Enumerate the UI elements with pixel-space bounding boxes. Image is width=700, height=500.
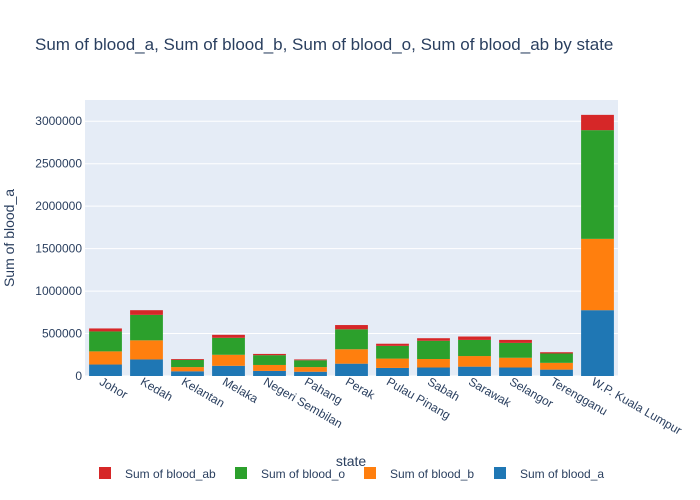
legend-swatch	[364, 467, 376, 479]
legend-label: Sum of blood_o	[261, 467, 345, 481]
legend-label: Sum of blood_b	[390, 467, 474, 481]
bar-sum-of-blood-o-negeri-sembilan[interactable]	[253, 355, 286, 365]
bar-sum-of-blood-o-sabah[interactable]	[417, 340, 450, 360]
legend-label: Sum of blood_a	[520, 467, 604, 481]
bar-sum-of-blood-ab-terengganu[interactable]	[540, 352, 573, 354]
bar-sum-of-blood-a-sarawak[interactable]	[458, 366, 491, 376]
bar-sum-of-blood-b-selangor[interactable]	[499, 357, 532, 368]
bar-sum-of-blood-b-negeri-sembilan[interactable]	[253, 364, 286, 371]
legend-item-sum-of-blood-o[interactable]: Sum of blood_o	[235, 467, 345, 481]
bar-sum-of-blood-ab-melaka[interactable]	[212, 334, 245, 338]
bar-sum-of-blood-b-sarawak[interactable]	[458, 356, 491, 367]
y-tick-label: 0	[75, 369, 82, 383]
bar-sum-of-blood-o-terengganu[interactable]	[540, 353, 573, 363]
bar-sum-of-blood-o-pahang[interactable]	[294, 360, 327, 368]
bar-sum-of-blood-o-selangor[interactable]	[499, 342, 532, 358]
bar-sum-of-blood-ab-johor[interactable]	[89, 328, 122, 332]
y-tick-label: 1500000	[35, 242, 82, 256]
bar-sum-of-blood-a-kedah[interactable]	[130, 359, 163, 376]
chart-title: Sum of blood_a, Sum of blood_b, Sum of b…	[35, 35, 613, 54]
bars	[89, 114, 614, 376]
bar-sum-of-blood-a-johor[interactable]	[89, 364, 122, 376]
legend-item-sum-of-blood-b[interactable]: Sum of blood_b	[364, 467, 474, 481]
bar-sum-of-blood-b-w-p-kuala-lumpur[interactable]	[581, 238, 614, 311]
x-tick-label: Johor	[97, 374, 130, 401]
x-tick-label: Sarawak	[466, 374, 514, 410]
bar-sum-of-blood-o-pulau-pinang[interactable]	[376, 345, 409, 359]
bar-sum-of-blood-b-kedah[interactable]	[130, 340, 163, 360]
bar-sum-of-blood-b-melaka[interactable]	[212, 354, 245, 366]
x-tick-label: Selangor	[507, 374, 556, 410]
bar-sum-of-blood-o-johor[interactable]	[89, 331, 122, 352]
legend-item-sum-of-blood-a[interactable]: Sum of blood_a	[494, 467, 604, 481]
bar-sum-of-blood-a-pulau-pinang[interactable]	[376, 367, 409, 376]
bar-sum-of-blood-b-sabah[interactable]	[417, 359, 450, 368]
bar-sum-of-blood-a-pahang[interactable]	[294, 371, 327, 376]
legend-swatch	[235, 467, 247, 479]
bar-sum-of-blood-a-terengganu[interactable]	[540, 369, 573, 376]
legend-swatch	[99, 467, 111, 479]
bar-sum-of-blood-a-selangor[interactable]	[499, 367, 532, 376]
bar-sum-of-blood-o-kelantan[interactable]	[171, 359, 204, 368]
bar-sum-of-blood-o-melaka[interactable]	[212, 337, 245, 355]
bar-sum-of-blood-o-w-p-kuala-lumpur[interactable]	[581, 130, 614, 239]
bar-sum-of-blood-b-perak[interactable]	[335, 349, 368, 364]
y-axis-label: Sum of blood_a	[1, 189, 17, 287]
bar-sum-of-blood-a-w-p-kuala-lumpur[interactable]	[581, 310, 614, 376]
legend-swatch	[494, 467, 506, 479]
x-tick-label: Perak	[343, 374, 378, 402]
legend-item-sum-of-blood-ab[interactable]: Sum of blood_ab	[99, 467, 216, 481]
x-tick-label: Melaka	[220, 374, 261, 406]
bar-sum-of-blood-b-johor[interactable]	[89, 351, 122, 365]
bar-sum-of-blood-ab-kelantan[interactable]	[171, 359, 204, 360]
bar-sum-of-blood-a-melaka[interactable]	[212, 365, 245, 376]
bar-sum-of-blood-a-perak[interactable]	[335, 363, 368, 376]
bar-sum-of-blood-a-negeri-sembilan[interactable]	[253, 370, 286, 376]
y-tick-label: 500000	[42, 327, 82, 341]
x-tick-label: Kedah	[138, 374, 175, 403]
x-axis-label: state	[336, 453, 367, 469]
y-tick-label: 2000000	[35, 199, 82, 213]
bar-sum-of-blood-b-kelantan[interactable]	[171, 367, 204, 372]
bar-sum-of-blood-b-terengganu[interactable]	[540, 362, 573, 370]
bar-sum-of-blood-b-pahang[interactable]	[294, 367, 327, 372]
bar-sum-of-blood-a-kelantan[interactable]	[171, 371, 204, 376]
bar-sum-of-blood-o-perak[interactable]	[335, 329, 368, 350]
bar-sum-of-blood-ab-selangor[interactable]	[499, 339, 532, 343]
bar-sum-of-blood-ab-kedah[interactable]	[130, 310, 163, 315]
y-tick-label: 1000000	[35, 284, 82, 298]
bar-sum-of-blood-b-pulau-pinang[interactable]	[376, 358, 409, 368]
y-tick-labels: 0 500000 1000000 1500000 2000000 2500000 30000…	[35, 114, 82, 383]
legend-label: Sum of blood_ab	[125, 467, 216, 481]
x-tick-label: Kelantan	[179, 374, 227, 410]
y-tick-label: 3000000	[35, 114, 82, 128]
y-tick-label: 2500000	[35, 157, 82, 171]
bar-sum-of-blood-o-sarawak[interactable]	[458, 339, 491, 357]
bar-sum-of-blood-ab-w-p-kuala-lumpur[interactable]	[581, 114, 614, 131]
bar-sum-of-blood-ab-sabah[interactable]	[417, 338, 450, 341]
bar-sum-of-blood-a-sabah[interactable]	[417, 367, 450, 376]
bar-sum-of-blood-ab-negeri-sembilan[interactable]	[253, 353, 286, 356]
bar-sum-of-blood-ab-perak[interactable]	[335, 325, 368, 330]
bar-sum-of-blood-ab-pulau-pinang[interactable]	[376, 343, 409, 346]
legend[interactable]: Sum of blood_ab Sum of blood_o Sum of bloo…	[99, 467, 604, 481]
bar-sum-of-blood-ab-sarawak[interactable]	[458, 336, 491, 340]
bar-sum-of-blood-ab-pahang[interactable]	[294, 359, 327, 361]
bar-sum-of-blood-o-kedah[interactable]	[130, 314, 163, 341]
